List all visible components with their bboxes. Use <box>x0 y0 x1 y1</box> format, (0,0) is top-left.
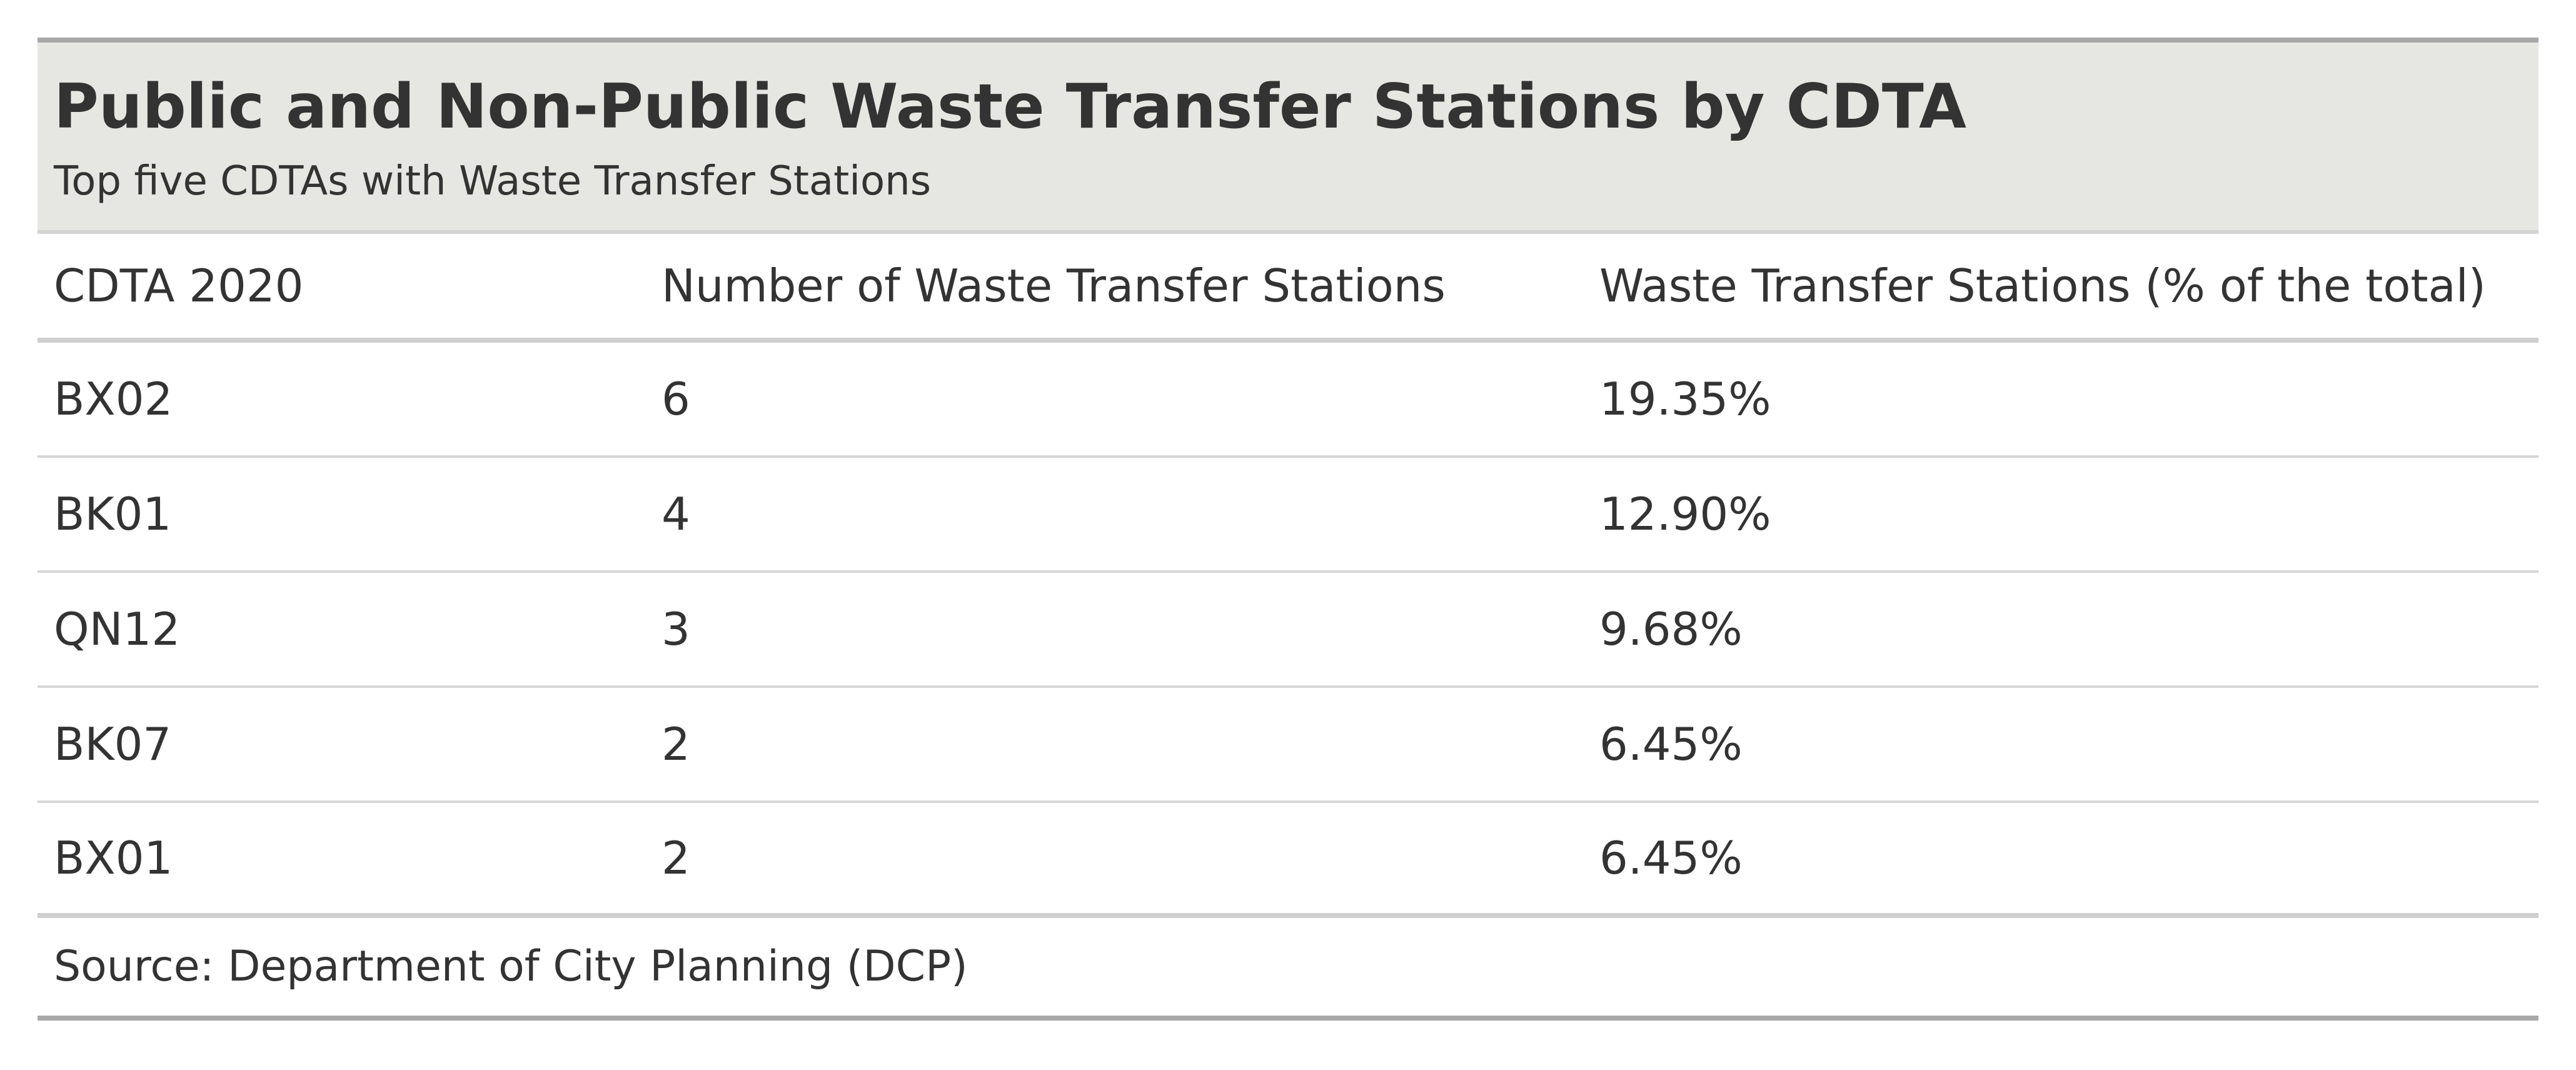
table-subtitle: Top five CDTAs with Waste Transfer Stati… <box>54 158 932 204</box>
count-cell: 6 <box>662 373 690 425</box>
percent-cell: 6.45% <box>1599 832 1743 884</box>
cdta-cell: QN12 <box>54 603 181 655</box>
column-header-count: Number of Waste Transfer Stations <box>662 260 1446 312</box>
source-note: Source: Department of City Planning (DCP… <box>38 918 2538 1021</box>
table-row: BX01 2 6.45% <box>38 803 2538 918</box>
percent-cell: 12.90% <box>1599 488 1771 540</box>
count-cell: 2 <box>662 832 690 884</box>
table-row: QN12 3 9.68% <box>38 573 2538 688</box>
table-row: BK01 4 12.90% <box>38 458 2538 573</box>
table-header: Public and Non-Public Waste Transfer Sta… <box>38 43 2538 234</box>
cdta-cell: BK01 <box>54 488 172 540</box>
percent-cell: 6.45% <box>1599 718 1743 770</box>
table-title: Public and Non-Public Waste Transfer Sta… <box>54 71 1966 143</box>
percent-cell: 19.35% <box>1599 373 1771 425</box>
count-cell: 3 <box>662 603 690 655</box>
cdta-cell: BK07 <box>54 718 172 770</box>
column-header-row: CDTA 2020 Number of Waste Transfer Stati… <box>38 234 2538 343</box>
cdta-cell: BX01 <box>54 832 173 884</box>
percent-cell: 9.68% <box>1599 603 1743 655</box>
count-cell: 2 <box>662 718 690 770</box>
table-row: BX02 6 19.35% <box>38 343 2538 458</box>
column-header-percent: Waste Transfer Stations (% of the total) <box>1599 260 2486 312</box>
data-table: Public and Non-Public Waste Transfer Sta… <box>38 38 2538 1021</box>
table-row: BK07 2 6.45% <box>38 688 2538 803</box>
count-cell: 4 <box>662 488 690 540</box>
cdta-cell: BX02 <box>54 373 173 425</box>
column-header-cdta: CDTA 2020 <box>54 260 304 312</box>
